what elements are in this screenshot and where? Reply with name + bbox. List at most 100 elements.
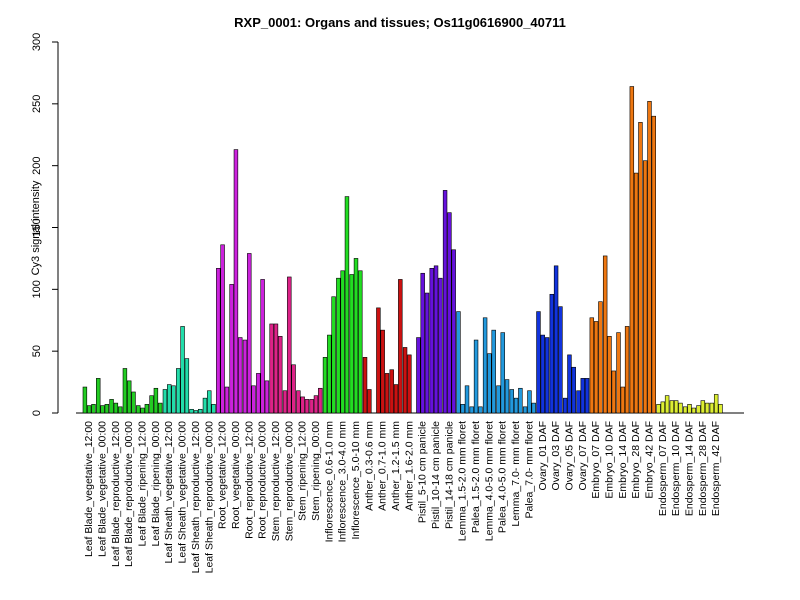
bar (518, 387, 523, 414)
bar (584, 378, 590, 414)
bar (153, 387, 159, 414)
chart-title: RXP_0001: Organs and tissues; Os11g06169… (234, 15, 566, 30)
bar (696, 405, 701, 414)
x-tick-label: Leaf Blade_reproductive_00:00 (123, 421, 135, 567)
bar (407, 354, 412, 414)
bar (709, 402, 715, 414)
bar (362, 357, 368, 414)
x-tick-label: Leaf Sheath_reproductive_00:00 (203, 421, 215, 574)
bar (282, 390, 288, 414)
bar (531, 402, 536, 414)
bar (522, 406, 528, 414)
bar (304, 399, 310, 414)
bar (211, 404, 216, 414)
y-axis-ticks: 0 50 100 150 200 250 300 (31, 33, 58, 416)
bar (127, 380, 132, 414)
bar (598, 301, 603, 414)
bar (633, 172, 639, 414)
bar (256, 373, 261, 414)
bar (389, 369, 394, 414)
bar (393, 384, 399, 414)
category-labels: Leaf Blade_vegetative_12:00 Leaf Blade_ve… (83, 421, 722, 574)
bar (313, 395, 319, 414)
bar (327, 334, 332, 414)
bar (336, 277, 341, 414)
bar (96, 378, 101, 414)
bar (580, 378, 585, 414)
bar (162, 389, 168, 414)
x-tick-label: Leaf Sheath_vegetative_00:00 (177, 421, 189, 564)
bar (344, 196, 350, 414)
bar (549, 293, 555, 414)
bar (682, 406, 688, 414)
bar (260, 279, 265, 414)
x-tick-label: Lemma_4.0-5.0 mm floret (483, 421, 495, 541)
x-tick-label: Stem_reproductive_12:00 (270, 421, 282, 541)
x-tick-label: Embryo_10 DAF (603, 421, 615, 499)
bar (318, 387, 323, 414)
bar (416, 337, 421, 414)
bar (82, 386, 88, 414)
x-tick-label: Embryo_28 DAF (630, 421, 642, 499)
x-tick-label: Endosperm_28 DAF (697, 421, 709, 516)
x-tick-label: Leaf Blade_ripening_00:00 (150, 421, 162, 547)
x-tick-label: Leaf Blade_vegetative_00:00 (97, 421, 109, 557)
x-tick-label: Anther_1.6-2.0 mm (403, 421, 415, 511)
bar (616, 332, 621, 414)
bar (607, 336, 612, 414)
x-tick-label: Endosperm_10 DAF (670, 421, 682, 516)
x-tick-label: Root_vegetative_12:00 (217, 421, 229, 529)
x-tick-label: Inflorescence_3.0-4.0 mm (337, 421, 349, 543)
bar (460, 404, 465, 414)
bar (87, 405, 92, 414)
x-tick-label: Embryo_14 DAF (617, 421, 629, 499)
bar (131, 391, 136, 414)
y-tick-label: 100 (31, 280, 43, 298)
bar (238, 337, 243, 414)
bar (100, 405, 105, 414)
bar (367, 389, 372, 414)
bar (296, 390, 301, 414)
bar (353, 258, 359, 414)
bar (647, 101, 652, 414)
bar (713, 394, 719, 414)
bar (233, 149, 239, 414)
bar (513, 397, 519, 414)
bar (264, 380, 270, 414)
x-tick-label: Pistil_10-14 cm panicle (430, 421, 442, 529)
bar (291, 364, 296, 414)
bar (571, 366, 576, 414)
bar (687, 404, 692, 414)
bar (656, 404, 661, 414)
bar (104, 404, 110, 414)
y-tick-label: 250 (31, 95, 43, 113)
bar (562, 397, 568, 414)
bar (300, 396, 305, 414)
x-tick-label: Pistil_14-18 cm panicle (443, 421, 455, 529)
x-tick-label: Lemma_1.5-2.0 mm floret (457, 421, 469, 541)
bar (140, 407, 145, 414)
bar (482, 317, 488, 414)
bar (220, 244, 225, 414)
x-tick-label: Anther_0.7-1.0 mm (377, 421, 389, 511)
bar (180, 326, 185, 414)
x-tick-label: Anther_1.2-1.5 mm (390, 421, 402, 511)
y-tick-label: 150 (31, 218, 43, 236)
bar (144, 404, 150, 414)
bar (527, 390, 532, 414)
bar (464, 385, 470, 414)
x-tick-label: Palea_7.0- mm floret (523, 421, 535, 519)
x-tick-label: Ovary_07 DAF (577, 421, 589, 490)
x-tick-label: Leaf Blade_vegetative_12:00 (83, 421, 95, 557)
bar (176, 368, 181, 414)
bar (553, 265, 559, 414)
bar (420, 272, 425, 414)
bar (576, 390, 581, 414)
bar (620, 386, 626, 414)
bar (380, 329, 385, 414)
bar (229, 284, 234, 414)
bar (340, 270, 345, 414)
x-tick-label: Root_vegetative_00:00 (230, 421, 242, 529)
bar (309, 399, 314, 414)
